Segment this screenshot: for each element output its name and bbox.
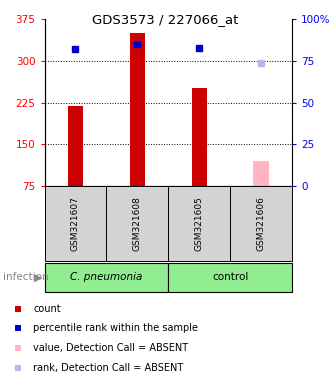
Text: rank, Detection Call = ABSENT: rank, Detection Call = ABSENT [33,363,183,373]
Bar [168,263,292,292]
Text: ▶: ▶ [34,272,42,283]
Text: GSM321608: GSM321608 [133,196,142,251]
Text: GSM321607: GSM321607 [71,196,80,251]
Bar [253,161,269,186]
Text: infection: infection [3,272,49,283]
Text: GSM321605: GSM321605 [195,196,204,251]
Bar [45,263,168,292]
Bar [130,33,145,186]
Text: C. pneumonia: C. pneumonia [70,272,143,283]
Bar [191,88,207,186]
Bar [168,186,230,261]
Bar [45,186,106,261]
Text: value, Detection Call = ABSENT: value, Detection Call = ABSENT [33,343,188,353]
Text: GSM321606: GSM321606 [257,196,266,251]
Text: count: count [33,304,61,314]
Bar [106,186,168,261]
Bar [68,106,83,186]
Text: percentile rank within the sample: percentile rank within the sample [33,323,198,333]
Text: GDS3573 / 227066_at: GDS3573 / 227066_at [92,13,238,26]
Bar [230,186,292,261]
Text: control: control [212,272,248,283]
